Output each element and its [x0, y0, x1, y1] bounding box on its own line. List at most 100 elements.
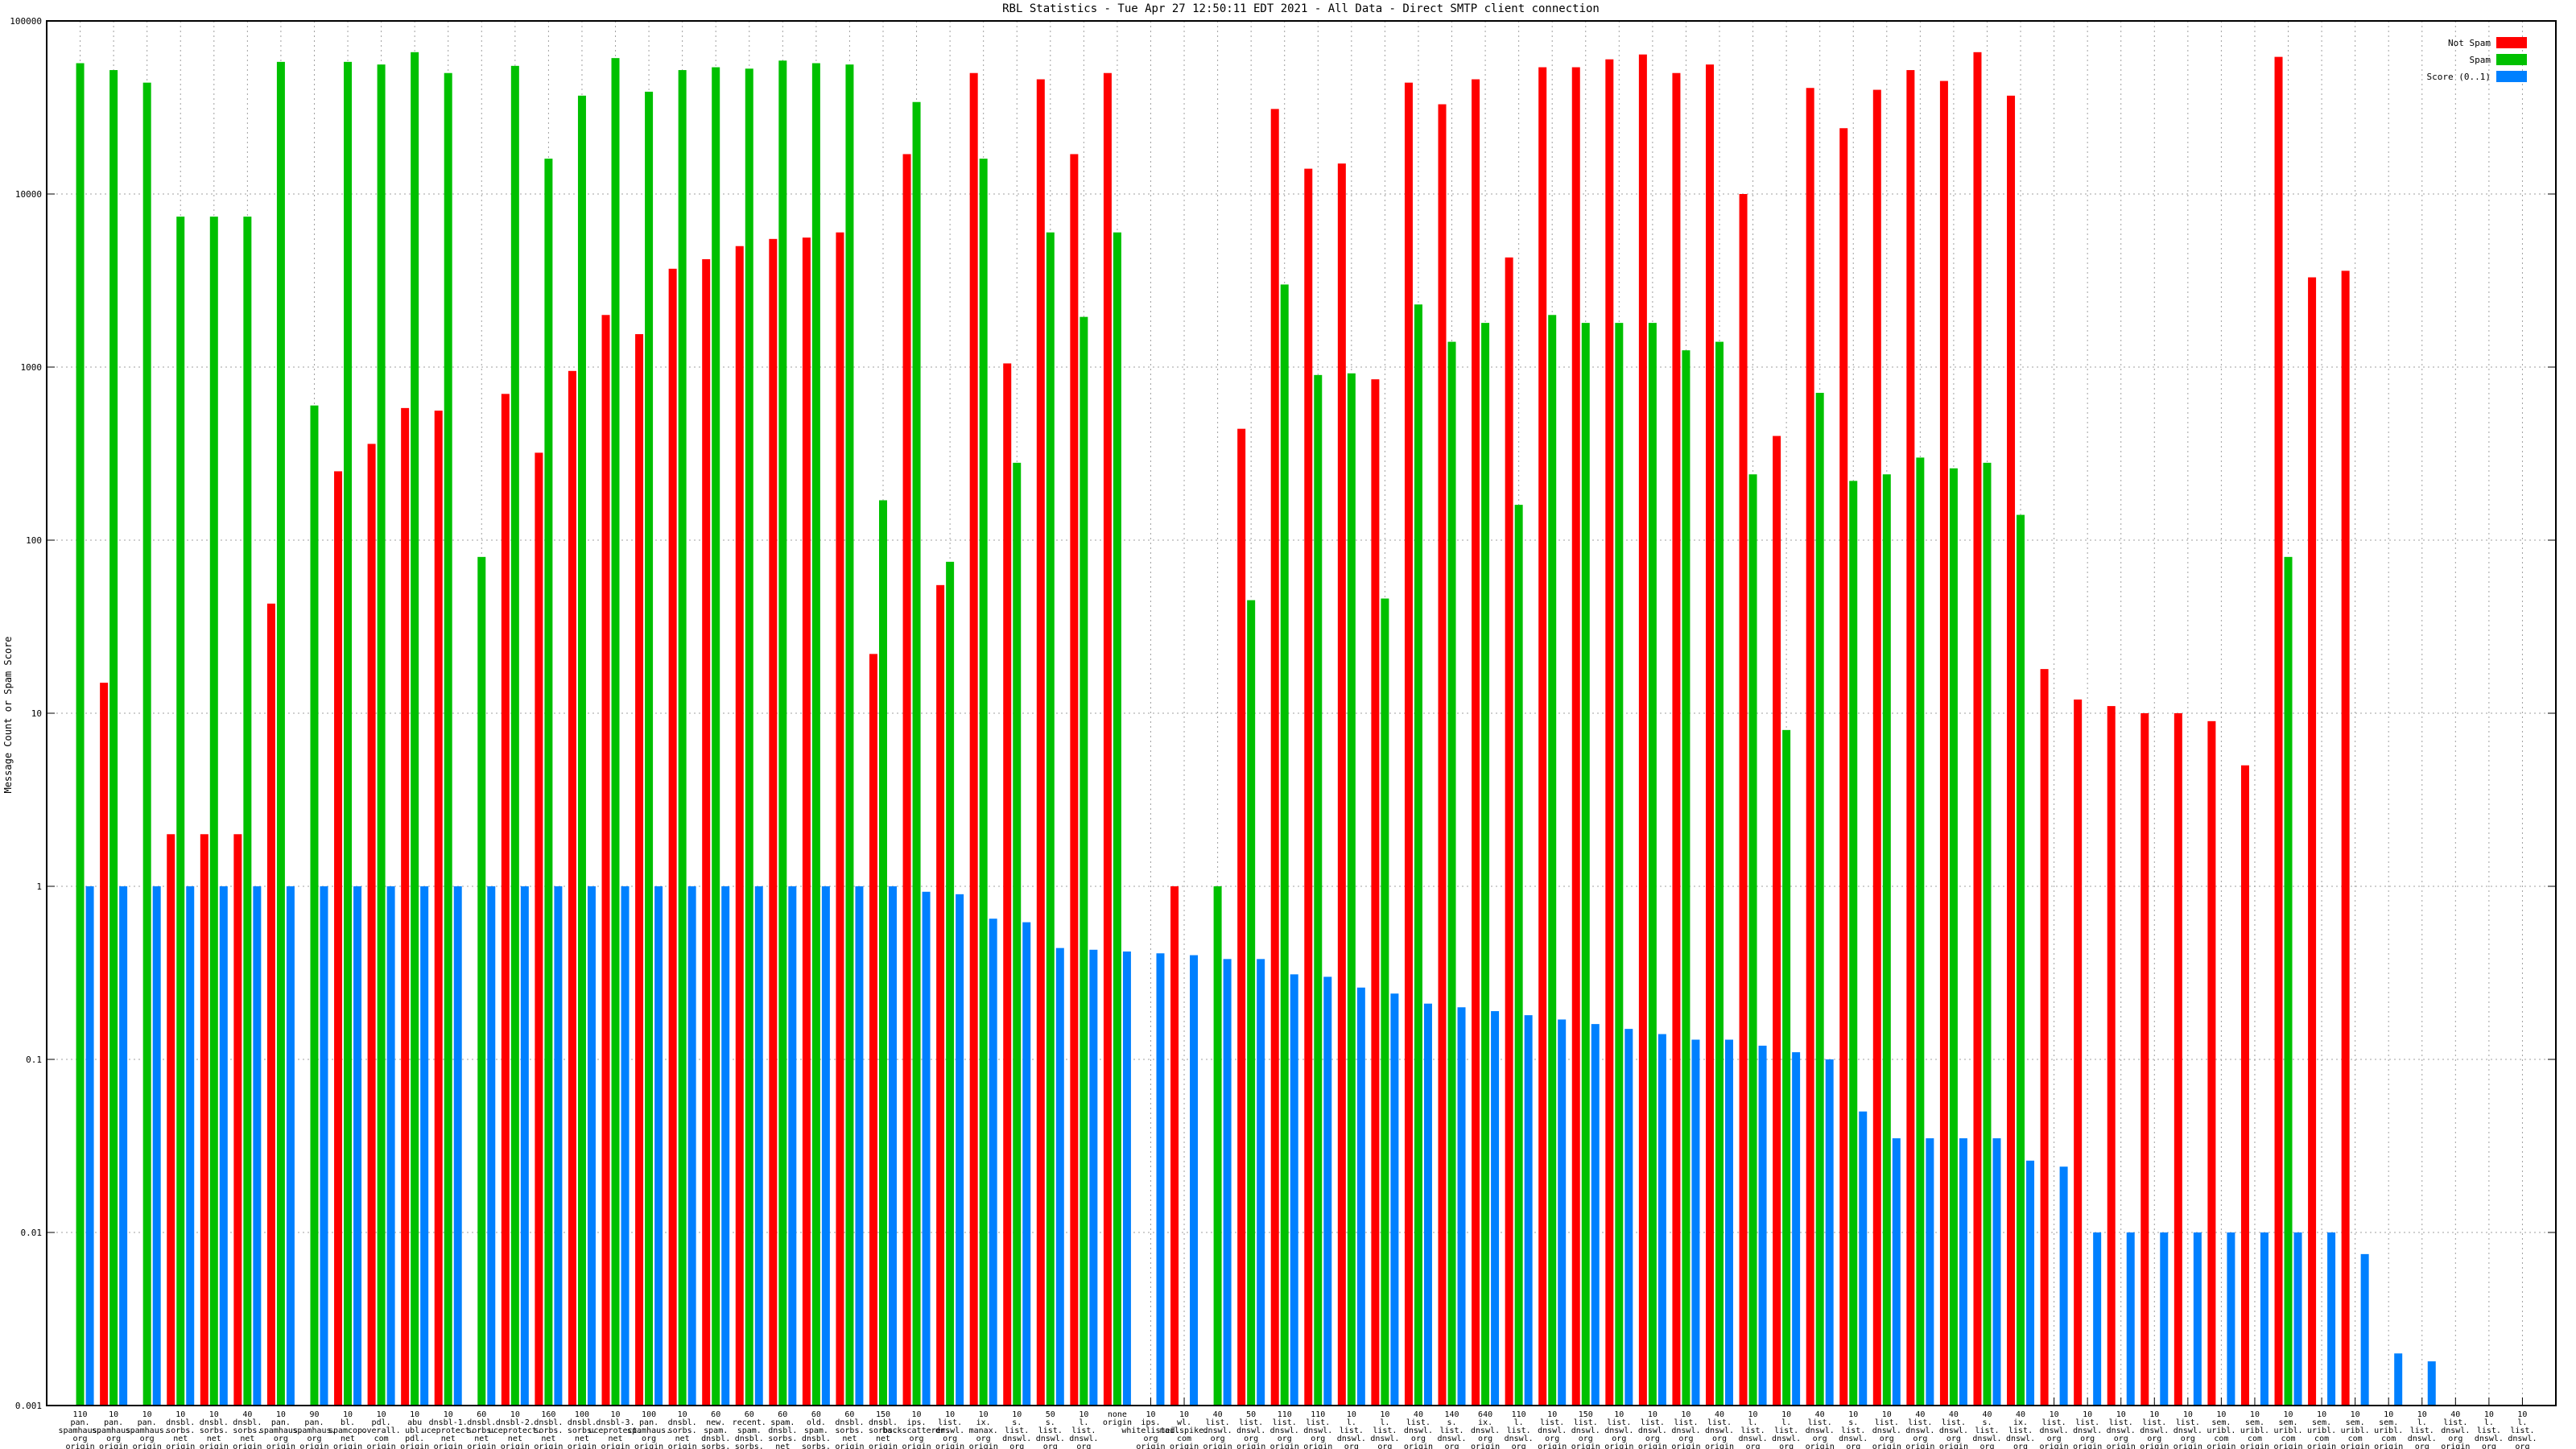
x-category-label: 10 list. dnswl. org origin	[2040, 1410, 2069, 1449]
not-spam-bar	[401, 407, 410, 1406]
x-category-line: dnswl.	[1036, 1435, 1065, 1443]
x-category-label: 10 dnsbl. sorbs. net origin	[668, 1410, 697, 1449]
legend-swatch	[2496, 71, 2527, 82]
score-bar	[1691, 1039, 1700, 1406]
not-spam-bar	[1839, 128, 1848, 1406]
x-category-line: 50	[1046, 1410, 1055, 1419]
x-category-label: 40 list. dnswl. org origin	[1939, 1410, 1968, 1449]
x-category-line: dnswl.	[1806, 1426, 1835, 1435]
score-bar	[85, 886, 94, 1406]
score-bar	[1524, 1015, 1533, 1406]
x-category-line: 10	[2283, 1410, 2293, 1419]
not-spam-bar	[100, 683, 109, 1406]
x-category-label: 10 pan. spamhaus. org origin	[259, 1410, 303, 1449]
x-category-line: dnswl.	[1303, 1426, 1332, 1435]
x-category-label: 10 sem. uribl. com origin	[2307, 1410, 2336, 1449]
x-category-line: list.	[1641, 1418, 1665, 1427]
x-category-line: net	[675, 1435, 690, 1443]
not-spam-bar	[2040, 669, 2049, 1406]
not-spam-bar	[869, 654, 877, 1406]
x-category-line: net	[608, 1435, 622, 1443]
x-category-line: 10	[610, 1410, 620, 1419]
spam-bar	[1347, 373, 1356, 1406]
x-category-label: 110 pan. spamhaus. org origin	[58, 1410, 101, 1449]
not-spam-bar	[1371, 379, 1380, 1406]
spam-bar	[76, 63, 85, 1406]
score-bar	[788, 886, 797, 1406]
x-category-line: dnsbl-1.	[429, 1418, 468, 1427]
x-category-line: 10	[2384, 1410, 2393, 1419]
score-bar	[821, 886, 830, 1406]
x-category-line: dnswl.	[1236, 1426, 1265, 1435]
score-bar	[1223, 959, 1232, 1406]
x-category-line: l.	[2517, 1418, 2527, 1427]
spam-bar	[310, 405, 319, 1406]
x-category-line: sorbs.	[735, 1443, 764, 1449]
x-category-label: 100 pan. spamhaus. org origin	[627, 1410, 671, 1449]
x-category-line: sem.	[2278, 1418, 2297, 1427]
spam-bar	[276, 61, 285, 1406]
not-spam-bar	[735, 246, 744, 1406]
x-category-line: origin	[634, 1443, 663, 1449]
not-spam-bar	[568, 370, 576, 1406]
score-bar	[420, 886, 429, 1406]
x-category-line: dnswl.	[1571, 1426, 1600, 1435]
x-category-line: com	[2381, 1435, 2396, 1443]
x-category-line: pan.	[138, 1418, 157, 1427]
x-category-line: org	[140, 1435, 155, 1443]
x-category-label: 10 sem. uribl. com origin	[2341, 1410, 2370, 1449]
x-category-line: list.	[1574, 1418, 1598, 1427]
x-category-line: spamhaus.	[58, 1426, 101, 1435]
x-category-line: list.	[938, 1418, 962, 1427]
score-bar	[1323, 976, 1332, 1406]
spam-bar	[109, 70, 118, 1406]
x-category-label: 10 sem. uribl. com origin	[2240, 1410, 2269, 1449]
x-category-line: list.	[2142, 1418, 2166, 1427]
score-bar	[152, 886, 161, 1406]
x-category-line: sorbs.	[668, 1426, 697, 1435]
not-spam-bar	[635, 334, 644, 1406]
x-category-line: ips.	[907, 1418, 927, 1427]
x-category-line: dnswl.	[1471, 1426, 1500, 1435]
x-category-line: origin	[568, 1443, 597, 1449]
x-category-line: origin	[1103, 1418, 1132, 1427]
x-category-line: origin	[1538, 1443, 1567, 1449]
x-category-line: origin	[935, 1443, 964, 1449]
x-category-line: com	[1177, 1435, 1191, 1443]
x-category-label: 10 dnsbl-1. uceprotect. net origin	[422, 1410, 475, 1449]
score-bar	[1859, 1111, 1868, 1406]
x-category-line: spam.	[704, 1426, 728, 1435]
x-category-line: 40	[1213, 1410, 1223, 1419]
x-category-line: origin	[434, 1443, 463, 1449]
score-bar	[386, 886, 395, 1406]
score-bar	[2260, 1232, 2268, 1406]
x-category-line: list.	[2042, 1418, 2066, 1427]
x-category-label: 10 list. dnswl. org origin	[2107, 1410, 2136, 1449]
x-category-line: origin	[1705, 1443, 1734, 1449]
spam-bar	[879, 500, 887, 1406]
x-category-line: org	[307, 1435, 321, 1443]
x-category-line: org	[1377, 1443, 1392, 1449]
x-category-line: origin	[2207, 1443, 2235, 1449]
x-category-line: origin	[1471, 1443, 1500, 1449]
x-category-line: uribl.	[2341, 1426, 2370, 1435]
legend-label: Not Spam	[2448, 38, 2491, 48]
x-category-line: dnswl.	[1370, 1435, 1399, 1443]
x-category-line: 100	[575, 1410, 589, 1419]
x-category-line: org	[1211, 1435, 1225, 1443]
score-bar	[1122, 952, 1131, 1406]
not-spam-bar	[2274, 56, 2283, 1406]
x-category-line: list.	[1774, 1426, 1798, 1435]
x-category-line: 110	[73, 1410, 88, 1419]
x-category-line: origin	[1203, 1443, 1232, 1449]
not-spam-bar	[2240, 765, 2249, 1406]
x-category-line: 10	[276, 1410, 286, 1419]
x-category-line: 10	[1012, 1410, 1022, 1419]
x-category-line: org	[2080, 1435, 2095, 1443]
x-category-line: none	[1108, 1410, 1127, 1419]
x-category-label: 50 list. dnswl. org origin	[1236, 1410, 1265, 1449]
spam-bar	[411, 52, 419, 1406]
x-category-line: l.	[1079, 1418, 1088, 1427]
score-bar	[1190, 955, 1199, 1406]
